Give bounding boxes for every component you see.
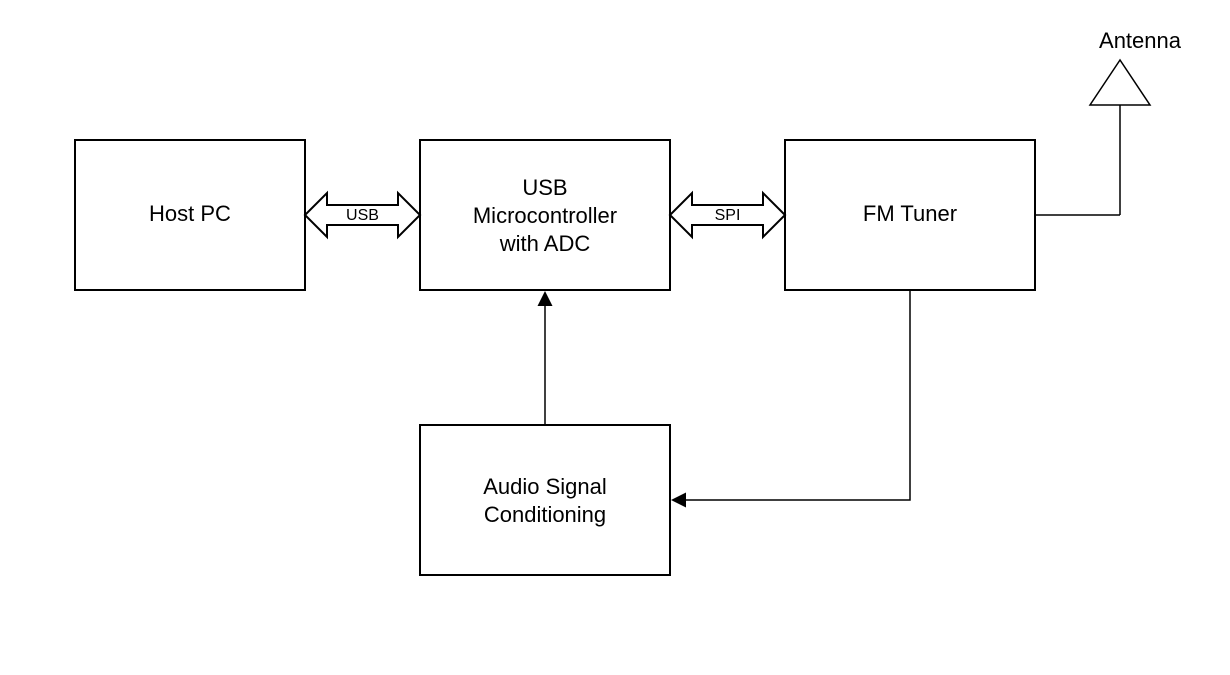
usb-mcu-label-2: Microcontroller [473,203,617,228]
fm-to-audio-path [674,290,910,500]
spi-edge-label: SPI [715,207,741,224]
host-pc-label: Host PC [149,201,231,226]
fm-tuner-label: FM Tuner [863,201,957,226]
node-host-pc: Host PC [75,140,305,290]
edge-usb: USB [305,193,420,237]
audio-cond-label-2: Conditioning [484,502,606,527]
antenna-label: Antenna [1099,28,1182,53]
usb-mcu-label-3: with ADC [499,231,591,256]
usb-edge-label: USB [346,207,379,224]
usb-mcu-label-1: USB [522,175,567,200]
edge-spi: SPI [670,193,785,237]
audio-cond-label-1: Audio Signal [483,474,607,499]
node-fm-tuner: FM Tuner [785,140,1035,290]
node-audio-conditioning: Audio Signal Conditioning [420,425,670,575]
edge-fm-to-audio [674,290,910,500]
node-usb-mcu: USB Microcontroller with ADC [420,140,670,290]
block-diagram: Host PC USB Microcontroller with ADC FM … [0,0,1230,675]
antenna: Antenna [1035,28,1182,215]
antenna-triangle-icon [1090,60,1150,105]
audio-cond-box [420,425,670,575]
